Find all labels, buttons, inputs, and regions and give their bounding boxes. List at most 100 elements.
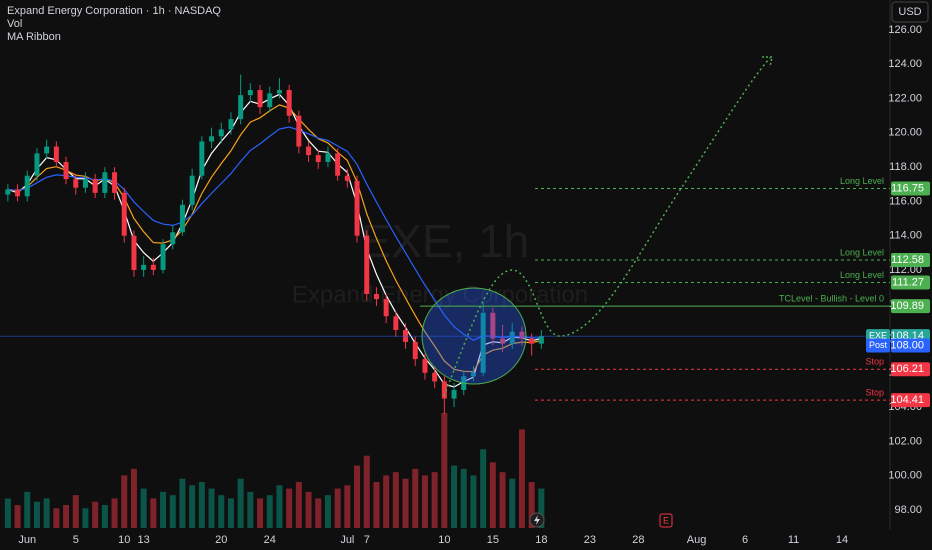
candle-body bbox=[335, 153, 341, 176]
volume-bar bbox=[140, 488, 147, 528]
candle-body bbox=[490, 312, 496, 339]
candle-body bbox=[373, 293, 379, 300]
volume-bar bbox=[431, 472, 438, 528]
volume-bar bbox=[441, 413, 448, 528]
level-tag bbox=[891, 393, 930, 408]
currency: USD bbox=[898, 6, 921, 18]
candle-body bbox=[24, 175, 30, 197]
volume-bar bbox=[237, 478, 244, 528]
projection-arrow bbox=[762, 56, 773, 68]
candle-body bbox=[34, 153, 40, 176]
candle-body bbox=[247, 89, 253, 96]
volume-bar bbox=[24, 491, 31, 528]
candle-body bbox=[160, 244, 166, 270]
watermark-name: Expand Energy Corporation bbox=[292, 281, 588, 308]
candle-body bbox=[470, 372, 476, 377]
volume-bar bbox=[518, 429, 525, 528]
volume-bar bbox=[150, 498, 157, 528]
candle-body bbox=[519, 331, 525, 339]
candle-body bbox=[63, 161, 69, 180]
volume-bar bbox=[402, 478, 409, 528]
candle-body bbox=[286, 89, 292, 116]
y-tick-label: 118.00 bbox=[889, 161, 922, 173]
y-tick-label: 126.00 bbox=[888, 24, 922, 36]
candle-body bbox=[199, 141, 205, 176]
volume-bar bbox=[53, 508, 60, 528]
candle-body bbox=[121, 192, 127, 236]
candle-body bbox=[306, 146, 312, 156]
volume-bar bbox=[412, 468, 419, 528]
volume-bar bbox=[208, 488, 215, 528]
event-icon-bolt bbox=[534, 515, 540, 525]
candle-body bbox=[344, 175, 350, 181]
x-tick-label: 18 bbox=[535, 534, 547, 546]
level-tag-label: 106.21 bbox=[890, 363, 924, 375]
x-tick-label: 15 bbox=[487, 534, 499, 546]
candle-body bbox=[150, 264, 156, 270]
candle-body bbox=[296, 115, 302, 147]
volume-bar bbox=[373, 482, 380, 528]
volume-bar bbox=[538, 488, 545, 528]
x-tick-label: Jun bbox=[18, 534, 36, 546]
volume-bar bbox=[528, 482, 535, 528]
x-tick-label: 24 bbox=[264, 534, 276, 546]
volume-bar bbox=[72, 495, 79, 528]
x-tick-label: 10 bbox=[438, 534, 450, 546]
candle-body bbox=[509, 331, 515, 344]
y-tick-label: 116.00 bbox=[889, 195, 922, 207]
level-tag-label: 116.75 bbox=[891, 182, 924, 194]
earnings-marker: E bbox=[663, 515, 669, 525]
y-tick-label: 120.00 bbox=[888, 127, 922, 139]
candle-body bbox=[170, 232, 176, 245]
candle-body bbox=[44, 146, 50, 154]
level-tag-label: 111.27 bbox=[892, 276, 924, 288]
candle-body bbox=[102, 172, 108, 193]
y-tick-label: 124.00 bbox=[888, 58, 922, 70]
candle-body bbox=[209, 136, 215, 142]
volume-bar bbox=[179, 478, 186, 528]
level-tag bbox=[891, 181, 930, 196]
volume-bar bbox=[499, 472, 506, 528]
volume-bar bbox=[315, 498, 322, 528]
candle-body bbox=[432, 372, 438, 382]
y-tick-label: 114.00 bbox=[889, 230, 922, 242]
level-tag bbox=[891, 275, 930, 290]
x-tick-label: 7 bbox=[364, 534, 370, 546]
level-label: Long Level bbox=[840, 176, 884, 186]
earnings-box[interactable] bbox=[659, 513, 673, 528]
x-tick-label: 10 bbox=[118, 534, 130, 546]
candle-body bbox=[276, 89, 282, 94]
candle-body bbox=[422, 359, 428, 373]
price-axis: 98.00100.00102.00104.00106.00108.00110.0… bbox=[888, 24, 922, 516]
y-tick-label: 98.00 bbox=[894, 504, 922, 516]
level-tag-label: 112.58 bbox=[891, 254, 924, 266]
candle-body bbox=[141, 264, 147, 270]
candle-body bbox=[131, 235, 137, 270]
currency-box[interactable] bbox=[891, 1, 929, 23]
highlight-circle bbox=[421, 287, 527, 385]
candle-body bbox=[393, 316, 399, 330]
x-tick-label: Jul bbox=[340, 534, 354, 546]
volume-bar bbox=[451, 465, 458, 528]
candle-body bbox=[451, 389, 457, 399]
x-tick-label: 23 bbox=[584, 534, 596, 546]
candle-body bbox=[267, 93, 273, 108]
x-tick-label: 11 bbox=[788, 534, 799, 546]
candle-body bbox=[315, 155, 321, 162]
volume-bar bbox=[33, 501, 40, 528]
volume-bar bbox=[43, 498, 50, 528]
candle-body bbox=[179, 204, 185, 233]
x-tick-label: Aug bbox=[687, 534, 707, 546]
volume-bar bbox=[334, 488, 341, 528]
x-tick-label: 28 bbox=[632, 534, 644, 546]
candle-body bbox=[82, 179, 88, 188]
volume-bar bbox=[169, 495, 176, 528]
level-tag-label: 104.41 bbox=[890, 394, 924, 406]
price-tag bbox=[891, 338, 930, 353]
volume-bar bbox=[218, 495, 225, 528]
level-tag bbox=[891, 299, 930, 314]
candle-body bbox=[325, 153, 331, 162]
